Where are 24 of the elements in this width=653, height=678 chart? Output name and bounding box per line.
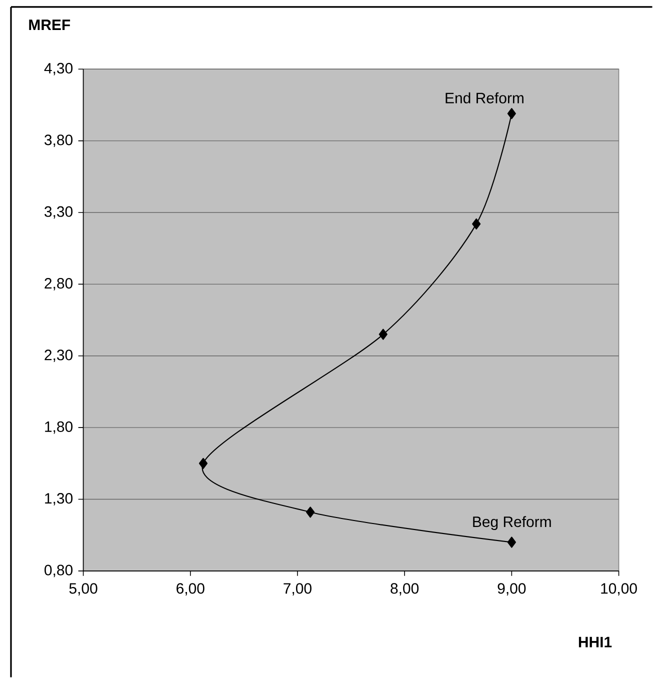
y-tick-label: 3,30: [44, 206, 72, 219]
point: [507, 108, 516, 120]
x-tick-label: 10,00: [601, 583, 637, 596]
y-tick-label: 1,30: [45, 493, 72, 506]
y-tick-label: 4,30: [44, 62, 72, 76]
point: [306, 506, 315, 518]
y-tick-label: 0,80: [44, 564, 72, 578]
x-tick-label: 8,00: [390, 583, 419, 596]
y-axis-title: MREF: [29, 20, 70, 30]
x-tick-label: 5,00: [69, 583, 98, 596]
annotation: End Reform: [446, 92, 524, 104]
x-tick-label: 7,00: [284, 583, 312, 596]
point: [378, 328, 388, 340]
y-tick-label: 2,30: [44, 350, 72, 362]
point: [198, 458, 208, 469]
point: [507, 536, 516, 548]
annotation: Beg Reform: [473, 516, 551, 530]
y-tick-label: 3,80: [44, 134, 72, 147]
y-tick-label: 2,80: [44, 278, 72, 290]
x-axis-title: HHI1: [578, 636, 612, 648]
y-tick-label: 1,80: [45, 421, 72, 434]
x-tick-label: 9,00: [498, 583, 526, 596]
x-tick-label: 6,00: [176, 583, 204, 596]
point: [472, 218, 481, 230]
